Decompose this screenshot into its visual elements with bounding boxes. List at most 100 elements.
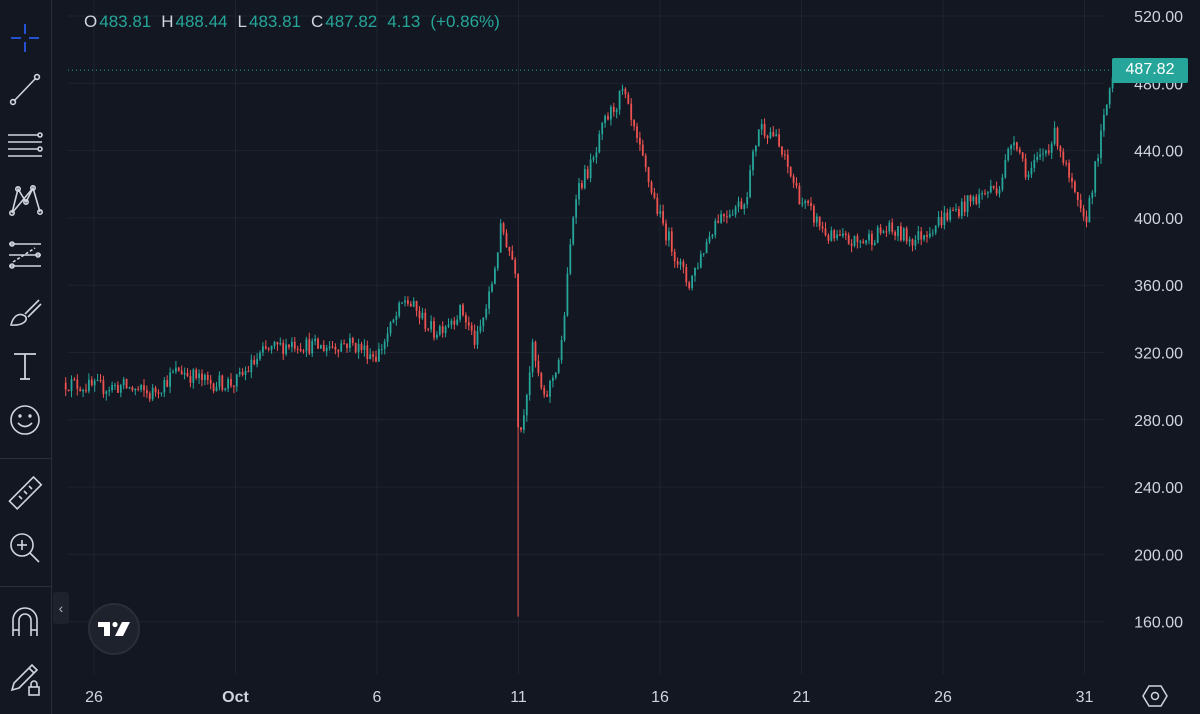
time-axis-label: 16: [651, 689, 669, 706]
candle-body: [798, 185, 801, 205]
candle-body: [746, 196, 749, 205]
candle-body: [540, 372, 543, 388]
candle-body: [189, 376, 192, 383]
candle-body: [610, 106, 612, 120]
candle-body: [1024, 158, 1027, 178]
candle-body: [1004, 159, 1007, 178]
candle-body: [401, 302, 403, 304]
forecast-tool[interactable]: [2, 233, 48, 277]
candle-body: [1059, 146, 1062, 152]
candle-body: [125, 379, 128, 389]
candle-body: [711, 235, 714, 237]
candle-body: [183, 372, 186, 375]
candle-body: [987, 192, 989, 194]
lock-drawing-tool[interactable]: [2, 657, 48, 701]
emoji-icon: [10, 405, 40, 435]
candle-body: [566, 273, 569, 316]
time-axis[interactable]: 26 Oct 6 11 16 21 26 31: [85, 689, 1093, 706]
candle-body: [755, 145, 757, 152]
candle-body: [343, 343, 345, 345]
candle-body: [206, 374, 209, 380]
collapse-toolbar-button[interactable]: ‹: [53, 592, 69, 624]
candle-body: [180, 370, 183, 375]
candle-body: [885, 231, 888, 233]
candle-body: [723, 214, 725, 217]
text-tool[interactable]: [2, 344, 48, 388]
candle-body: [1068, 162, 1070, 178]
candlestick-series[interactable]: [64, 71, 1114, 617]
candle-body: [494, 268, 496, 284]
chart-settings-button[interactable]: [1140, 682, 1170, 710]
crosshair-tool[interactable]: [2, 16, 48, 60]
candle-body: [351, 338, 354, 343]
candle-body: [908, 239, 911, 242]
candle-body: [940, 216, 943, 226]
emoji-tool[interactable]: [2, 398, 48, 442]
candle-body: [856, 235, 859, 242]
candle-body: [717, 220, 720, 223]
candle-body: [392, 319, 395, 323]
ruler-tool[interactable]: [2, 472, 48, 516]
zoom-tool[interactable]: [2, 526, 48, 570]
candle-body: [1001, 177, 1004, 190]
candle-body: [876, 227, 879, 243]
candle-body: [169, 372, 171, 387]
candle-body: [305, 339, 308, 352]
candle-body: [583, 169, 586, 189]
candle-body: [1042, 153, 1044, 155]
candle-body: [998, 189, 1001, 194]
candle-body: [894, 231, 896, 236]
lock-drawing-icon: [10, 663, 40, 696]
candle-body: [337, 349, 340, 352]
ruler-icon: [8, 475, 43, 510]
candle-body: [775, 134, 778, 137]
trend-line-tool[interactable]: [2, 67, 48, 111]
candle-body: [639, 137, 641, 145]
tradingview-logo[interactable]: [88, 603, 140, 655]
magnet-tool[interactable]: [2, 600, 48, 644]
close-label: C: [310, 12, 324, 31]
candle-body: [1056, 127, 1059, 147]
candle-body: [981, 193, 983, 195]
candle-body: [212, 383, 215, 392]
candle-body: [1036, 156, 1039, 160]
candle-body: [810, 202, 812, 207]
candle-body: [769, 132, 772, 138]
candle-body: [209, 379, 212, 384]
candle-body: [282, 342, 285, 354]
candle-body: [293, 341, 296, 349]
candle-body: [702, 253, 705, 255]
candle-body: [288, 344, 290, 348]
candle-body: [888, 222, 891, 232]
candle-body: [546, 394, 548, 397]
candle-body: [137, 388, 140, 390]
horizontal-lines-tool[interactable]: [2, 123, 48, 167]
price-axis[interactable]: 520.00480.00440.00400.00360.00320.00280.…: [1134, 9, 1183, 632]
candle-body: [931, 232, 934, 234]
candle-body: [334, 346, 337, 350]
candle-body: [502, 223, 505, 233]
price-axis-label: 320.00: [1134, 346, 1183, 363]
candle-body: [1082, 208, 1085, 217]
candle-body: [363, 345, 366, 351]
toolbar-divider: [0, 586, 51, 587]
pattern-tool[interactable]: [2, 178, 48, 222]
candle-body: [795, 182, 798, 186]
candle-body: [436, 334, 438, 338]
candle-body: [117, 384, 119, 393]
horizontal-lines-icon: [8, 132, 43, 157]
candle-body: [902, 228, 905, 241]
brush-tool[interactable]: [2, 290, 48, 334]
candle-body: [781, 146, 783, 155]
candle-body: [517, 273, 519, 428]
candle-body: [459, 304, 461, 320]
candle-body: [966, 195, 969, 212]
candle-body: [488, 291, 490, 309]
candle-body: [882, 231, 885, 233]
price-axis-label: 360.00: [1134, 278, 1183, 295]
candle-body: [204, 374, 206, 380]
candle-body: [340, 343, 343, 352]
candle-body: [201, 373, 203, 380]
candle-body: [772, 132, 775, 137]
